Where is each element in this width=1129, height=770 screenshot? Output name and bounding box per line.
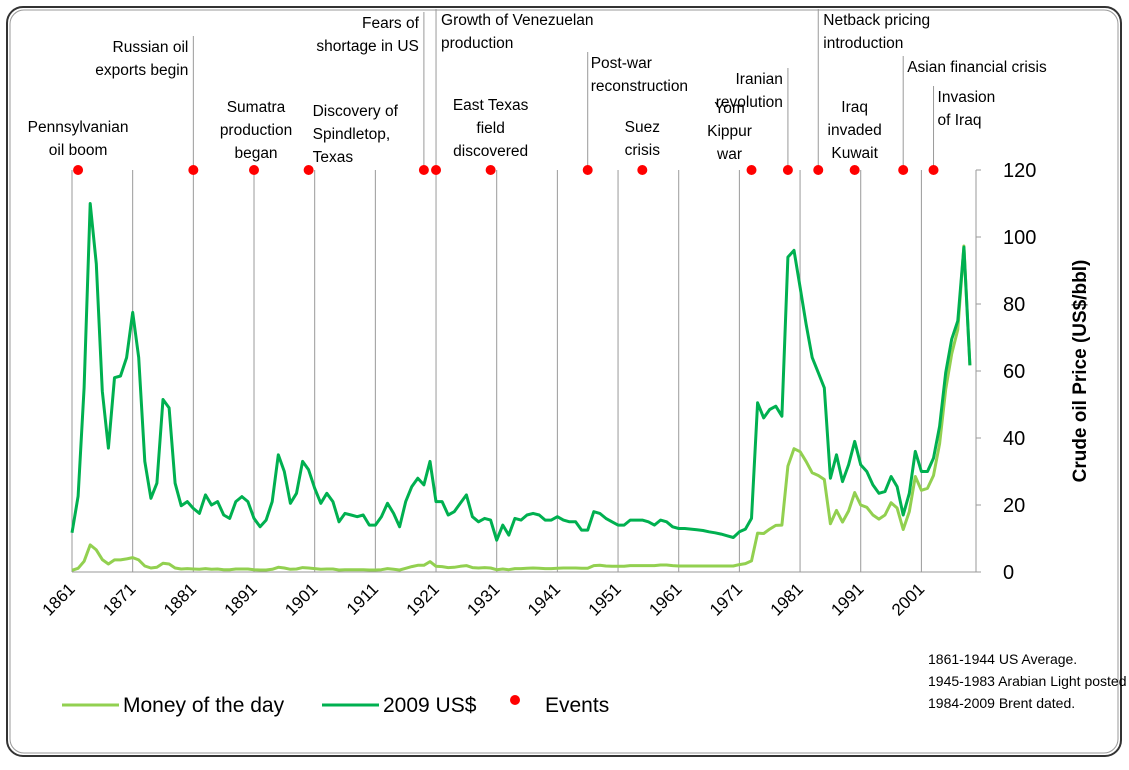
event-marker <box>418 165 429 175</box>
event-label: Kuwait <box>831 145 878 162</box>
event-marker <box>813 165 824 175</box>
line-series <box>70 202 972 542</box>
note: 1984-2009 Brent dated. <box>928 695 1075 711</box>
event-label: revolution <box>716 94 783 111</box>
event-marker <box>637 165 648 175</box>
event-marker <box>582 165 593 175</box>
event-marker <box>898 165 909 175</box>
event-label: discovered <box>453 143 528 160</box>
event-marker <box>303 165 314 175</box>
event-marker <box>849 165 860 175</box>
event-label: introduction <box>823 35 903 52</box>
y-axis-title: Crude oil Price (US$/bbl) <box>1070 260 1091 483</box>
event-label: Russian oil <box>113 39 189 56</box>
event-marker <box>249 165 260 175</box>
y-tick-label: 40 <box>1003 428 1025 450</box>
legend-label: Events <box>545 694 609 717</box>
event-label: crisis <box>625 142 661 159</box>
event-marker <box>746 165 757 175</box>
event-label: Post-war <box>591 55 652 72</box>
y-tick-label: 60 <box>1003 361 1025 383</box>
event-label: Suez <box>625 119 660 136</box>
line-series <box>71 244 972 572</box>
legend-label: Money of the day <box>123 694 285 717</box>
event-label: Growth of Venezuelan <box>441 12 594 29</box>
event-label: Iranian <box>736 71 783 88</box>
y-tick-label: 0 <box>1003 562 1014 584</box>
event-label: of Iraq <box>938 112 982 129</box>
event-marker <box>188 165 199 175</box>
event-label: East Texas <box>453 97 529 114</box>
note: 1861-1944 US Average. <box>928 651 1077 667</box>
event-label: production <box>220 122 292 139</box>
y-tick-label: 20 <box>1003 495 1025 517</box>
event-label: Spindletop, <box>313 126 391 143</box>
event-label: invaded <box>828 122 882 139</box>
event-label: Invasion <box>938 89 996 106</box>
event-label: began <box>234 145 277 162</box>
event-marker <box>431 165 442 175</box>
event-label: field <box>476 120 504 137</box>
event-marker <box>928 165 939 175</box>
event-label: reconstruction <box>591 78 688 95</box>
event-marker <box>782 165 793 175</box>
chart-frame-inner <box>9 9 1119 754</box>
y-tick-label: 120 <box>1003 160 1036 182</box>
event-marker <box>485 165 496 175</box>
event-label: war <box>716 146 742 163</box>
event-label: Asian financial crisis <box>907 59 1047 76</box>
event-marker <box>73 165 84 175</box>
legend-marker <box>510 695 520 705</box>
y-tick-label: 100 <box>1003 227 1036 249</box>
event-label: exports begin <box>95 62 188 79</box>
event-label: Discovery of <box>313 103 399 120</box>
legend-label: 2009 US$ <box>383 694 477 717</box>
event-label: Texas <box>313 149 354 166</box>
event-label: Kippur <box>707 123 752 140</box>
note: 1945-1983 Arabian Light posted at Ras Ta… <box>928 673 1129 689</box>
event-label: Iraq <box>841 99 868 116</box>
event-label: Pennsylvanian <box>28 119 129 136</box>
event-label: Fears of <box>362 15 420 32</box>
event-label: oil boom <box>49 142 108 159</box>
event-label: shortage in US <box>316 38 419 55</box>
event-label: production <box>441 35 513 52</box>
event-label: Netback pricing <box>823 12 930 29</box>
event-label: Sumatra <box>227 99 286 116</box>
event-label: Yom <box>714 100 744 117</box>
y-tick-label: 80 <box>1003 294 1025 316</box>
